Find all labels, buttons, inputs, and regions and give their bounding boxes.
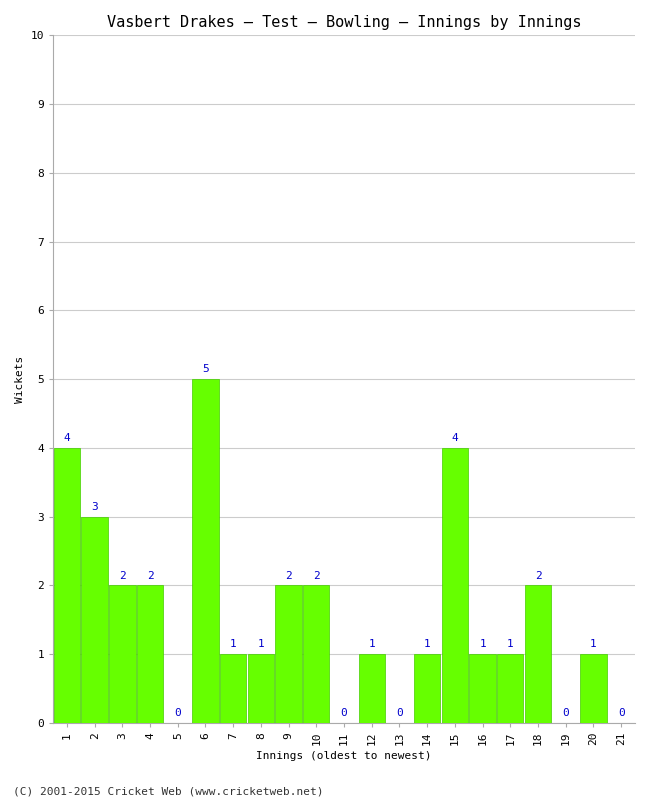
Bar	[192, 379, 218, 723]
Text: 0: 0	[396, 708, 403, 718]
Text: (C) 2001-2015 Cricket Web (www.cricketweb.net): (C) 2001-2015 Cricket Web (www.cricketwe…	[13, 786, 324, 796]
Text: 1: 1	[479, 639, 486, 650]
Text: 2: 2	[147, 570, 153, 581]
Text: 1: 1	[369, 639, 375, 650]
Bar	[81, 517, 108, 723]
Bar	[248, 654, 274, 723]
Text: 2: 2	[535, 570, 541, 581]
Bar	[137, 586, 163, 723]
Bar	[276, 586, 302, 723]
Bar	[469, 654, 496, 723]
Bar	[303, 586, 330, 723]
Text: 2: 2	[119, 570, 125, 581]
X-axis label: Innings (oldest to newest): Innings (oldest to newest)	[256, 751, 432, 761]
Text: 3: 3	[91, 502, 98, 512]
Text: 0: 0	[618, 708, 625, 718]
Bar	[414, 654, 440, 723]
Text: 0: 0	[174, 708, 181, 718]
Text: 1: 1	[424, 639, 430, 650]
Bar	[497, 654, 523, 723]
Text: 0: 0	[562, 708, 569, 718]
Text: 4: 4	[452, 433, 458, 443]
Text: 5: 5	[202, 364, 209, 374]
Bar	[220, 654, 246, 723]
Bar	[580, 654, 606, 723]
Bar	[525, 586, 551, 723]
Bar	[359, 654, 385, 723]
Text: 1: 1	[507, 639, 514, 650]
Text: 0: 0	[341, 708, 347, 718]
Title: Vasbert Drakes – Test – Bowling – Innings by Innings: Vasbert Drakes – Test – Bowling – Inning…	[107, 15, 581, 30]
Text: 1: 1	[590, 639, 597, 650]
Text: 1: 1	[230, 639, 237, 650]
Bar	[54, 448, 80, 723]
Text: 2: 2	[313, 570, 320, 581]
Y-axis label: Wickets: Wickets	[15, 355, 25, 402]
Text: 2: 2	[285, 570, 292, 581]
Bar	[442, 448, 468, 723]
Bar	[109, 586, 135, 723]
Text: 1: 1	[257, 639, 265, 650]
Text: 4: 4	[64, 433, 70, 443]
